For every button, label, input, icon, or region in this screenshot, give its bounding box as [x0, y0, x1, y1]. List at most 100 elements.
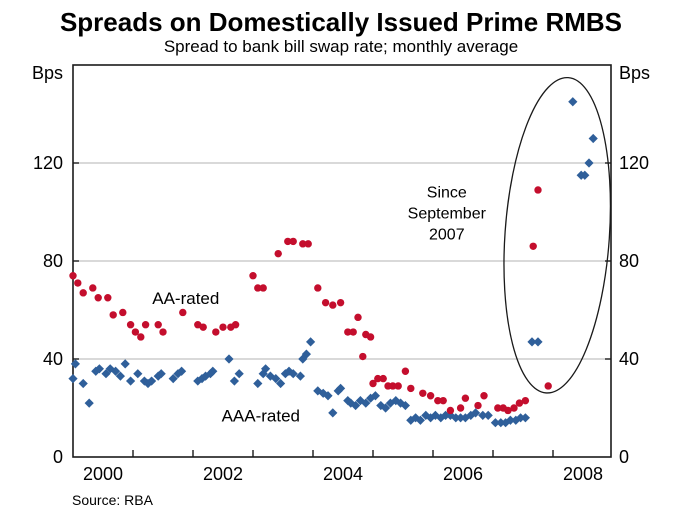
data-point-AA-rated: [336, 298, 345, 307]
data-point-AA-rated: [359, 352, 367, 361]
data-point-AAA-rated: [208, 366, 218, 376]
data-point-AAA-rated: [313, 386, 323, 396]
y-tick-label-left: 120: [33, 153, 63, 173]
series-label-aa-rated: AA-rated: [152, 289, 219, 308]
data-point-AA-rated: [461, 394, 470, 402]
data-point-AAA-rated: [253, 378, 263, 389]
y-tick-label-right: 120: [619, 153, 649, 173]
data-point-AA-rated: [104, 294, 112, 302]
data-point-AA-rated: [389, 382, 397, 390]
data-point-AA-rated: [289, 237, 297, 246]
data-point-AAA-rated: [478, 410, 488, 420]
series-aa-rated-points: [69, 186, 552, 415]
data-point-AA-rated: [179, 308, 187, 317]
data-point-AA-rated: [369, 379, 377, 388]
data-point-AAA-rated: [276, 378, 286, 389]
data-point-AAA-rated: [385, 398, 395, 408]
data-point-AA-rated: [534, 186, 542, 194]
data-point-AAA-rated: [94, 364, 104, 374]
data-point-AA-rated: [126, 321, 135, 329]
data-point-AA-rated: [314, 284, 322, 292]
data-point-AAA-rated: [261, 364, 271, 374]
data-point-AAA-rated: [511, 415, 521, 425]
data-point-AAA-rated: [496, 418, 506, 428]
data-point-AAA-rated: [400, 400, 410, 411]
data-point-AAA-rated: [376, 400, 386, 411]
data-point-AA-rated: [521, 396, 530, 405]
data-point-AAA-rated: [396, 398, 406, 408]
data-point-AAA-rated: [505, 415, 515, 425]
data-point-AA-rated: [344, 328, 352, 336]
data-point-AA-rated: [401, 367, 410, 375]
annotation-text-line1: Since: [427, 184, 467, 201]
data-point-AAA-rated: [411, 413, 421, 423]
data-point-AAA-rated: [366, 393, 376, 403]
data-point-AAA-rated: [205, 369, 215, 379]
y-tick-label-right: 40: [619, 349, 639, 369]
chart-subtitle: Spread to bank bill swap rate; monthly a…: [164, 37, 518, 56]
data-point-AA-rated: [274, 249, 282, 258]
data-point-AAA-rated: [280, 369, 290, 379]
y-axis-labels-right: 0 40 80 120: [619, 153, 649, 467]
data-point-AAA-rated: [271, 374, 281, 384]
data-point-AA-rated: [79, 289, 87, 297]
data-point-AAA-rated: [460, 413, 470, 423]
data-point-AAA-rated: [415, 415, 425, 425]
axis-ticks: [73, 162, 611, 457]
data-point-AA-rated: [494, 404, 502, 412]
data-point-AA-rated: [329, 301, 337, 309]
data-point-AAA-rated: [126, 376, 136, 386]
data-point-AA-rated: [137, 333, 145, 341]
data-point-AA-rated: [254, 284, 262, 292]
y-axis-labels-left: 0 40 80 120: [33, 153, 63, 467]
data-point-AA-rated: [426, 392, 435, 400]
data-point-AAA-rated: [333, 386, 343, 396]
data-point-AAA-rated: [441, 410, 451, 420]
data-point-AAA-rated: [306, 337, 316, 347]
data-point-AA-rated: [109, 311, 117, 319]
data-point-AAA-rated: [436, 413, 446, 423]
data-point-AAA-rated: [336, 383, 346, 393]
data-point-AAA-rated: [318, 388, 328, 398]
data-point-AAA-rated: [301, 349, 311, 359]
y-tick-label-right: 0: [619, 447, 629, 467]
data-point-AA-rated: [544, 382, 552, 390]
data-point-AA-rated: [231, 321, 240, 329]
data-point-AA-rated: [219, 323, 227, 331]
data-point-AA-rated: [131, 328, 140, 336]
data-point-AAA-rated: [229, 376, 239, 386]
data-point-AA-rated: [419, 389, 427, 397]
x-tick-label: 2008: [563, 464, 603, 484]
x-tick-label: 2000: [83, 464, 123, 484]
data-point-AAA-rated: [381, 403, 391, 413]
data-point-AA-rated: [354, 313, 362, 322]
data-point-AAA-rated: [84, 398, 94, 408]
data-point-AA-rated: [69, 272, 77, 280]
data-point-AAA-rated: [156, 369, 166, 379]
data-point-AAA-rated: [361, 398, 371, 408]
data-point-AAA-rated: [153, 371, 163, 381]
data-point-AAA-rated: [430, 410, 440, 420]
data-point-AAA-rated: [78, 378, 88, 389]
data-point-AAA-rated: [370, 391, 380, 401]
data-point-AA-rated: [89, 284, 97, 292]
series-aaa-rated-points: [68, 97, 598, 428]
y-tick-label-left: 40: [43, 349, 63, 369]
data-point-AA-rated: [366, 333, 375, 341]
y-tick-label-right: 80: [619, 251, 639, 271]
data-point-AA-rated: [199, 323, 207, 331]
data-point-AAA-rated: [471, 408, 481, 418]
data-point-AA-rated: [529, 242, 537, 250]
data-point-AAA-rated: [68, 374, 78, 384]
data-point-AAA-rated: [520, 413, 530, 423]
data-point-AAA-rated: [111, 366, 121, 376]
data-point-AA-rated: [249, 272, 257, 280]
data-point-AAA-rated: [265, 371, 275, 381]
data-point-AA-rated: [456, 404, 465, 412]
y-tick-label-left: 0: [53, 447, 63, 467]
annotation-group: Since September 2007: [408, 76, 612, 394]
data-point-AAA-rated: [351, 400, 361, 411]
data-point-AA-rated: [515, 399, 524, 407]
series-label-aaa-rated: AAA-rated: [222, 406, 300, 425]
